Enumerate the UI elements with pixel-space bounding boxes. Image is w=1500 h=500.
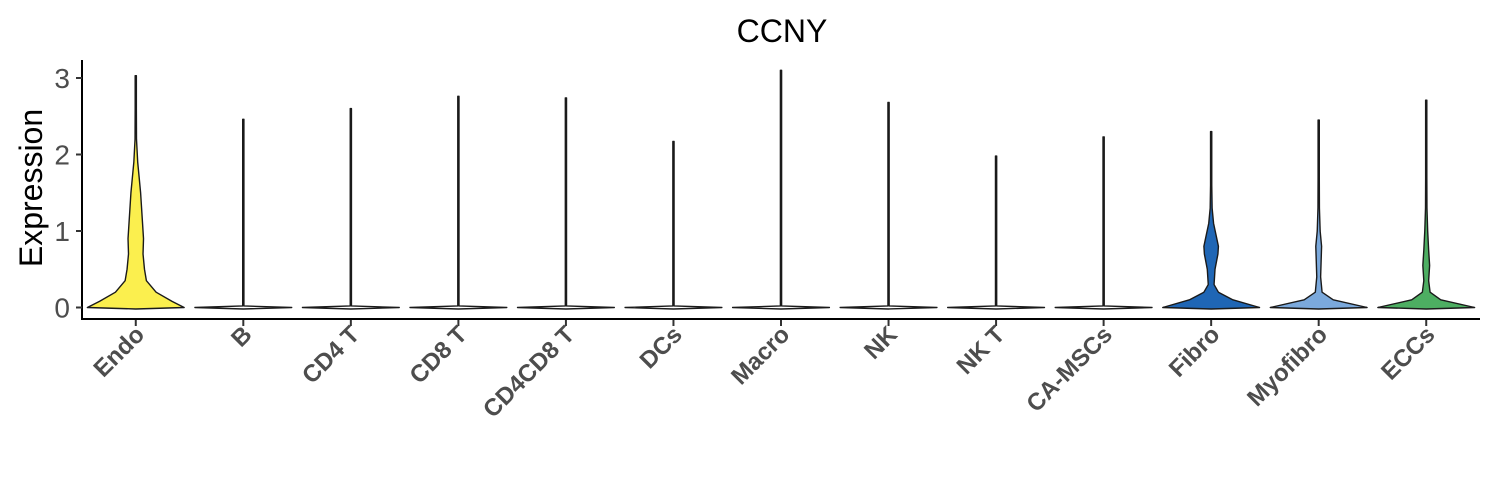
x-tick-label: CD4CD8 T [478, 321, 580, 423]
violin-group [86, 69, 1476, 310]
x-tick-label: DCs [635, 321, 688, 374]
violin-endo [86, 75, 185, 310]
y-axis-label: Expression [13, 109, 49, 267]
y-tick-label: 1 [54, 216, 70, 247]
y-tick-label: 2 [54, 140, 70, 171]
y-tick-label: 0 [54, 293, 70, 324]
y-tick-label: 3 [54, 63, 70, 94]
x-tick-label: Endo [88, 321, 150, 383]
violin-ca-mscs [1054, 136, 1153, 310]
violin-fibro [1162, 130, 1261, 310]
x-tick-label: CD4 T [297, 321, 365, 389]
chart-title: CCNY [737, 13, 828, 49]
x-tick-label: Myofibro [1242, 321, 1333, 412]
x-tick-label: Macro [726, 321, 795, 390]
violin-cd4cd8-t [516, 97, 616, 310]
x-axis-ticks: Endo B CD4 T CD8 T CD4CD8 T DCs Macro NK NK T CA-… [88, 320, 1440, 423]
violin-eccs [1377, 99, 1476, 310]
violin-b [194, 118, 293, 310]
x-tick-label: CD8 T [405, 321, 473, 389]
x-tick-label: NK [859, 321, 903, 365]
x-tick-label: NK T [952, 321, 1011, 380]
x-tick-label: Fibro [1164, 321, 1226, 383]
x-tick-label: B [226, 321, 257, 352]
x-tick-label: ECCs [1376, 321, 1440, 385]
x-tick-label: CA-MSCs [1021, 321, 1117, 417]
violin-nk [839, 101, 938, 310]
violin-macro [731, 69, 831, 310]
violin-cd8-t [409, 95, 508, 310]
violin-nk-t [946, 155, 1046, 310]
violin-myofibro [1269, 119, 1368, 310]
y-axis-ticks: 0 1 2 3 [54, 63, 82, 324]
violin-cd4-t [301, 107, 400, 310]
violin-dcs [624, 140, 723, 310]
